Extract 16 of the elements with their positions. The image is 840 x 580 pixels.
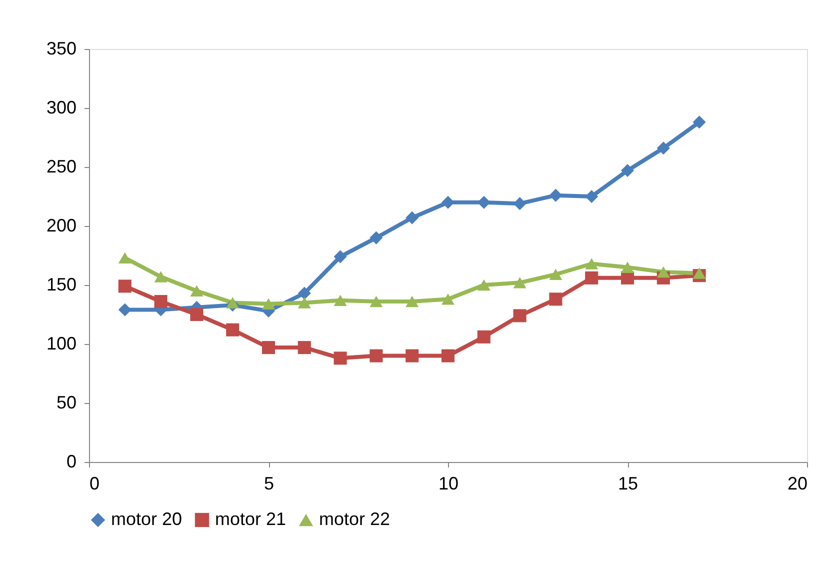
y-tick-label: 50 xyxy=(56,392,76,412)
legend-label: motor 22 xyxy=(319,509,390,529)
x-tick-label: 15 xyxy=(618,474,638,494)
y-tick-label: 150 xyxy=(46,274,76,294)
y-tick-label: 100 xyxy=(46,334,76,354)
legend-label: motor 21 xyxy=(215,509,286,529)
y-tick-label: 350 xyxy=(46,38,76,58)
y-tick-label: 0 xyxy=(66,452,76,472)
x-tick-label: 20 xyxy=(787,474,808,494)
y-tick-label: 300 xyxy=(46,98,76,118)
y-tick-label: 250 xyxy=(46,156,76,176)
x-tick-label: 5 xyxy=(264,474,274,494)
legend-label: motor 20 xyxy=(111,509,182,529)
y-tick-label: 200 xyxy=(46,216,76,236)
x-tick-label: 0 xyxy=(90,474,100,494)
x-tick-label: 10 xyxy=(438,474,459,494)
